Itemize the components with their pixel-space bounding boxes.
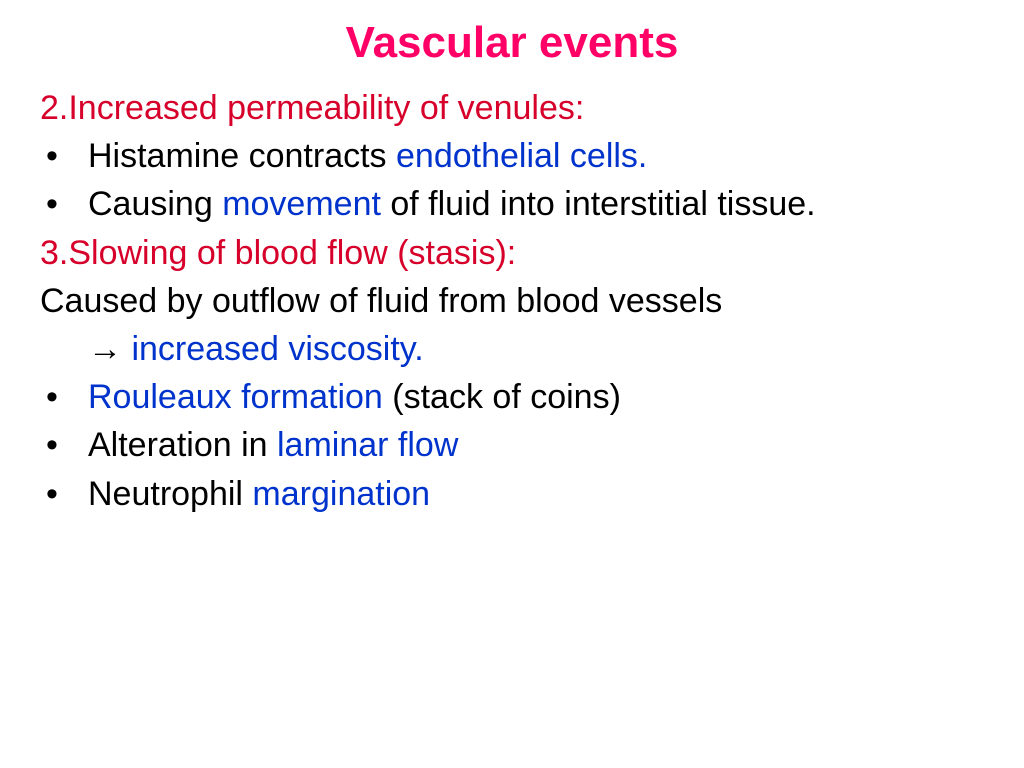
text-highlight: increased viscosity.: [131, 330, 423, 368]
bullet-text: Causing movement of fluid into interstit…: [88, 182, 984, 226]
bullet-dot-icon: •: [40, 472, 88, 516]
bullet-text: Neutrophil margination: [88, 472, 984, 516]
bullet-dot-icon: •: [40, 423, 88, 467]
section-3-arrow-line: → increased viscosity.: [40, 327, 984, 371]
text-segment: Neutrophil: [88, 475, 252, 513]
bullet-text: Histamine contracts endothelial cells.: [88, 134, 984, 178]
section-3-heading: 3.Slowing of blood flow (stasis):: [40, 231, 984, 275]
text-highlight: Rouleaux formation: [88, 378, 392, 416]
section-3-lead: Caused by outflow of fluid from blood ve…: [40, 279, 984, 323]
text-segment: Alteration in: [88, 426, 277, 464]
bullet-dot-icon: •: [40, 134, 88, 178]
text-highlight: margination: [252, 475, 430, 513]
text-segment: Causing: [88, 185, 222, 223]
bullet-item: • Histamine contracts endothelial cells.: [40, 134, 984, 178]
text-segment: (stack of coins): [392, 378, 621, 416]
text-segment: of fluid into interstitial tissue.: [381, 185, 816, 223]
bullet-item: • Neutrophil margination: [40, 472, 984, 516]
slide-title: Vascular events: [40, 18, 984, 68]
text-highlight: endothelial cells.: [396, 137, 647, 175]
bullet-item: • Alteration in laminar flow: [40, 423, 984, 467]
bullet-dot-icon: •: [40, 182, 88, 226]
arrow-icon: →: [88, 330, 131, 368]
bullet-text: Alteration in laminar flow: [88, 423, 984, 467]
text-highlight: movement: [222, 185, 381, 223]
section-2-heading: 2.Increased permeability of venules:: [40, 86, 984, 130]
bullet-text: Rouleaux formation (stack of coins): [88, 375, 984, 419]
text-highlight: laminar flow: [277, 426, 458, 464]
text-segment: Histamine contracts: [88, 137, 396, 175]
bullet-dot-icon: •: [40, 375, 88, 419]
bullet-item: • Rouleaux formation (stack of coins): [40, 375, 984, 419]
bullet-item: • Causing movement of fluid into interst…: [40, 182, 984, 226]
slide: Vascular events 2.Increased permeability…: [0, 0, 1024, 768]
